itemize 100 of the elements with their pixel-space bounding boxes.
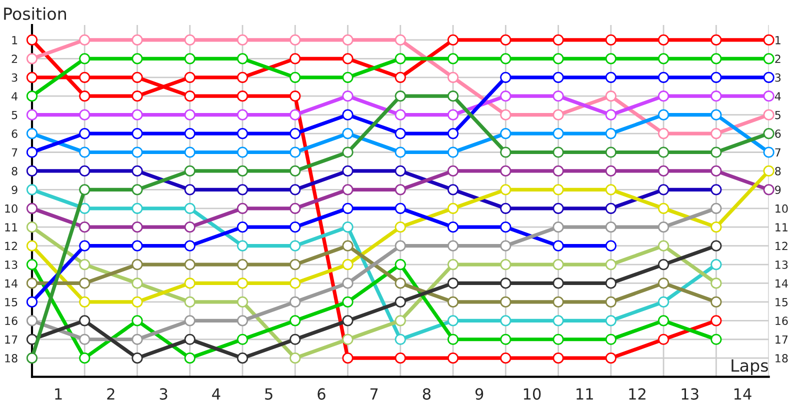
point <box>658 146 670 158</box>
point <box>552 278 564 289</box>
point <box>710 202 722 214</box>
point <box>500 109 512 120</box>
point <box>710 72 722 83</box>
y2-tick-label: 1 <box>776 36 780 44</box>
point <box>132 352 143 364</box>
point <box>26 184 38 196</box>
point <box>79 202 90 214</box>
point <box>394 72 406 83</box>
x-tick-label: 3 <box>160 388 168 400</box>
point <box>710 109 722 120</box>
point <box>605 240 616 252</box>
y-tick-label: 15 <box>5 298 18 306</box>
y-tick-label: 11 <box>5 223 18 232</box>
point <box>79 222 90 233</box>
y2-tick-label: 2 <box>775 54 780 63</box>
point <box>552 109 564 120</box>
point <box>605 34 616 46</box>
point <box>184 202 196 214</box>
point <box>79 53 90 64</box>
point <box>26 202 38 214</box>
point <box>236 184 248 196</box>
point <box>342 315 354 326</box>
point <box>79 146 90 158</box>
point <box>710 315 722 326</box>
point <box>605 90 616 102</box>
point <box>236 352 248 364</box>
point <box>184 240 196 252</box>
y2-tick-label: 17 <box>776 335 788 344</box>
point <box>236 128 248 140</box>
point <box>236 146 248 158</box>
point <box>132 334 143 345</box>
point <box>658 258 670 270</box>
point <box>447 34 459 46</box>
y-tick-label: 9 <box>12 186 18 194</box>
y-tick-label: 17 <box>5 335 18 344</box>
point <box>500 334 512 345</box>
point <box>342 278 354 289</box>
point <box>658 334 670 345</box>
point <box>552 296 564 308</box>
point <box>500 352 512 364</box>
point <box>79 296 90 308</box>
point <box>710 128 722 140</box>
point <box>552 258 564 270</box>
point <box>132 109 143 120</box>
point <box>342 90 354 102</box>
point <box>290 165 301 177</box>
point <box>394 240 406 252</box>
point <box>184 165 196 177</box>
point <box>236 72 248 83</box>
point <box>290 315 301 326</box>
point <box>342 128 354 140</box>
point <box>500 34 512 46</box>
point <box>710 90 722 102</box>
x-tick-label: 14 <box>734 388 752 400</box>
point <box>658 53 670 64</box>
point <box>79 90 90 102</box>
point <box>552 184 564 196</box>
x-tick-label: 6 <box>318 388 326 400</box>
point <box>500 222 512 233</box>
point <box>236 202 248 214</box>
point <box>132 202 143 214</box>
point <box>605 165 616 177</box>
x-tick-label: 1 <box>55 388 62 400</box>
point <box>552 334 564 345</box>
point <box>394 146 406 158</box>
y2-tick-label: 18 <box>776 354 788 362</box>
point <box>500 146 512 158</box>
point <box>184 90 196 102</box>
point <box>605 146 616 158</box>
point <box>290 72 301 83</box>
point <box>79 34 90 46</box>
point <box>763 146 774 158</box>
point <box>26 128 38 140</box>
point <box>236 258 248 270</box>
point <box>447 72 459 83</box>
point <box>394 53 406 64</box>
point <box>394 128 406 140</box>
point <box>500 240 512 252</box>
point <box>658 128 670 140</box>
point <box>184 258 196 270</box>
point <box>447 165 459 177</box>
point <box>447 184 459 196</box>
point <box>658 72 670 83</box>
point <box>26 109 38 120</box>
point <box>290 222 301 233</box>
y2-tick-label: 6 <box>775 130 781 138</box>
point <box>552 53 564 64</box>
point <box>184 72 196 83</box>
point <box>342 184 354 196</box>
y-tick-label: 3 <box>12 73 18 82</box>
point <box>342 34 354 46</box>
point <box>447 352 459 364</box>
point <box>26 146 38 158</box>
y2-tick-label: 5 <box>775 110 780 120</box>
point <box>79 334 90 345</box>
point <box>500 278 512 289</box>
point <box>290 296 301 308</box>
point <box>710 165 722 177</box>
